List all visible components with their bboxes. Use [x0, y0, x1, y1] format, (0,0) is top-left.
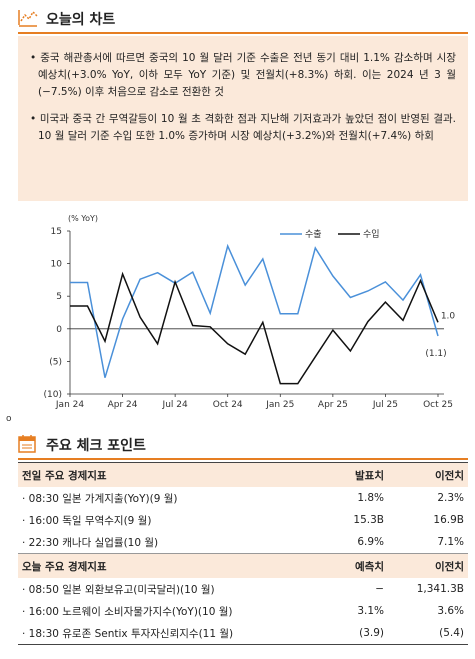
table-header-cell: 이전치: [388, 462, 468, 487]
x-tick-label: Apr 25: [318, 400, 348, 410]
table-cell: · 16:00 독일 무역수지(9 월): [22, 514, 152, 527]
y-tick-label: 5: [56, 292, 62, 302]
x-tick-label: Oct 25: [423, 400, 453, 410]
table-row: · 08:30 일본 가계지출(YoY)(9 월) 1.8% 2.3%: [18, 487, 468, 509]
table-header-cell: 이전치: [388, 553, 468, 578]
section-header-checkpoints: 주요 체크 포인트: [18, 432, 468, 460]
table-header-cell: 오늘 주요 경제지표: [18, 553, 310, 578]
section-header-chart: 오늘의 차트: [18, 6, 468, 34]
legend-label: 수출: [305, 229, 322, 240]
chart-icon: [18, 10, 38, 27]
commentary-box: • 중국 해관총서에 따르면 중국의 10 월 달러 기준 수출은 전년 동기 …: [18, 36, 468, 201]
table-cell: 16.9B: [433, 514, 464, 526]
table-cell: 2.3%: [437, 492, 464, 504]
table-row: · 18:30 유로존 Sentix 투자자신뢰지수(11 월) (3.9) (…: [18, 622, 468, 645]
x-tick-label: Jul 25: [372, 400, 398, 410]
table-row: · 22:30 캐나다 실업률(10 월) 6.9% 7.1%: [18, 531, 468, 554]
table-header-cell: 발표치: [310, 462, 388, 487]
section-title-checkpoints: 주요 체크 포인트: [46, 438, 146, 454]
table-cell: · 08:50 일본 외환보유고(미국달러)(10 월): [22, 583, 215, 596]
series-line-export: [70, 243, 439, 378]
table-header-cell: 전일 주요 경제지표: [18, 462, 310, 487]
table-header-today: 오늘 주요 경제지표 예측치 이전치: [18, 553, 468, 578]
end-label-export: (1.1): [425, 349, 446, 359]
y-tick-label: 15: [51, 227, 62, 237]
y-tick-label: (10): [44, 390, 62, 400]
table-cell: 3.6%: [437, 605, 464, 617]
calendar-icon: [18, 435, 36, 453]
table-row: · 08:50 일본 외환보유고(미국달러)(10 월) − 1,341.3B: [18, 578, 468, 600]
table-cell: 6.9%: [357, 536, 384, 548]
x-tick-label: Jul 24: [162, 400, 188, 410]
series-line-import: [70, 271, 439, 385]
table-cell: 3.1%: [357, 605, 384, 617]
table-cell: · 18:30 유로존 Sentix 투자자신뢰지수(11 월): [18, 622, 310, 645]
table-cell: 7.1%: [437, 536, 464, 548]
table-cell: · 16:00 노르웨이 소비자물가지수(YoY)(10 월): [22, 605, 233, 618]
y-tick-label: (5): [49, 357, 62, 367]
table-header-prev: 전일 주요 경제지표 발표치 이전치: [18, 462, 468, 487]
x-tick-label: Jan 24: [55, 400, 84, 410]
unit-label: (% YoY): [68, 214, 98, 223]
table-cell: (3.9): [310, 622, 388, 645]
y-tick-label: 0: [56, 325, 62, 335]
y-tick-label: 10: [51, 260, 63, 270]
commentary-bullet-1: • 중국 해관총서에 따르면 중국의 10 월 달러 기준 수출은 전년 동기 …: [30, 52, 456, 98]
table-cell: (5.4): [388, 622, 468, 645]
x-tick-label: Oct 24: [213, 400, 243, 410]
x-tick-label: Apr 24: [108, 400, 138, 410]
indicator-table: 전일 주요 경제지표 발표치 이전치 · 08:30 일본 가계지출(YoY)(…: [18, 462, 468, 645]
table-cell: 1.8%: [357, 492, 384, 504]
trade-line-chart: (% YoY) 15 10 5 0 (5) (10)Jan 24 Apr 24 Jul 24 Oc…: [44, 214, 456, 410]
section-title-chart: 오늘의 차트: [46, 12, 116, 28]
table-row: · 16:00 노르웨이 소비자물가지수(YoY)(10 월) 3.1% 3.6…: [18, 600, 468, 622]
legend-label: 수입: [363, 228, 380, 240]
table-cell: 15.3B: [353, 514, 384, 526]
commentary-bullet-2: • 미국과 중국 간 무역갈등이 10 월 초 격화한 점과 지난해 기저효과가…: [30, 113, 456, 142]
table-row: · 16:00 독일 무역수지(9 월) 15.3B 16.9B: [18, 509, 468, 531]
table-cell: −: [375, 583, 384, 595]
x-tick-label: Jan 25: [265, 400, 294, 410]
end-label-import: 1.0: [441, 311, 456, 321]
table-cell: · 08:30 일본 가계지출(YoY)(9 월): [22, 492, 178, 505]
table-cell: 1,341.3B: [416, 583, 464, 595]
table-header-cell: 예측치: [310, 553, 388, 578]
stray-mark: o: [6, 414, 12, 424]
table-cell: · 22:30 캐나다 실업률(10 월): [22, 536, 159, 549]
